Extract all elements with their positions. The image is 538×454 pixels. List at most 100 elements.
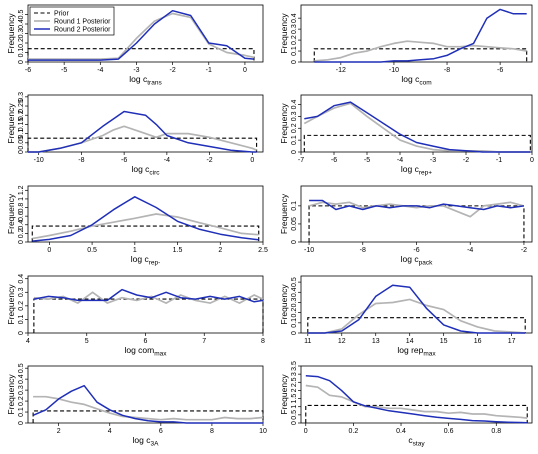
x-tick-label: -2: [169, 67, 175, 74]
y-tick-label: 1: [291, 405, 298, 409]
x-tick-label: 14: [406, 338, 414, 345]
x-tick-label: 0: [243, 67, 247, 74]
panel-10: 0 0.2 0.4 0.6 0.800.511.522.533.5Frequencycs…: [279, 361, 533, 448]
x-tick-label: 12: [338, 338, 346, 345]
y-tick-label: 0.4: [291, 287, 298, 297]
x-axis-label-main: log c: [401, 74, 420, 84]
prior-line: [32, 410, 264, 423]
y-tick-label: 0: [291, 150, 298, 154]
y-tick-label: 0.2: [18, 228, 25, 238]
x-tick-label: -6: [121, 157, 127, 164]
x-tick-label: 7: [202, 338, 206, 345]
x-tick-label: -4: [97, 67, 103, 74]
y-tick-label: 2.5: [291, 377, 298, 387]
y-tick-label: 0.3: [291, 297, 298, 307]
y-tick-label: 0: [18, 331, 25, 335]
x-tick-label: 6: [144, 338, 148, 345]
y-tick-label: 0.5: [291, 277, 298, 287]
x-tick-label: -2: [463, 157, 469, 164]
y-axis-label: Frequency: [279, 193, 289, 234]
x-axis-label-main: log c: [131, 254, 150, 264]
x-tick-label: 11: [304, 338, 311, 345]
x-tick-label: 0.8: [491, 428, 501, 435]
round2-posterior-line: [304, 101, 531, 153]
x-tick-label: 2: [57, 428, 61, 435]
y-tick-label: 0.2: [291, 123, 298, 133]
y-tick-label: 0.1: [18, 48, 25, 58]
y-tick-label: 0.3: [18, 92, 25, 102]
x-axis-label-subscript: com: [419, 80, 431, 87]
plot-frame: [300, 185, 533, 243]
x-tick-label: -4: [397, 157, 403, 164]
x-tick-label: 4: [26, 338, 30, 345]
prior-line: [27, 48, 255, 62]
x-tick-label: 4: [108, 428, 112, 435]
prior-line: [313, 48, 528, 62]
y-axis-label: Frequency: [6, 193, 16, 234]
y-tick-label: 0.2: [18, 38, 25, 48]
round2-posterior-line: [309, 199, 524, 211]
legend-label-prior: Prior: [54, 11, 69, 18]
x-axis-label-subscript: trans: [147, 80, 162, 87]
y-axis-label: Frequency: [279, 284, 289, 325]
y-tick-label: 0.4: [291, 100, 298, 110]
y-tick-label: 1.5: [291, 394, 298, 404]
x-tick-label: 16: [474, 338, 482, 345]
x-tick-label: -8: [360, 247, 366, 254]
y-tick-label: 0.1: [18, 129, 25, 139]
y-axis-label: Frequency: [6, 103, 16, 144]
y-tick-label: 0.25: [18, 99, 25, 113]
x-tick-label: 1.5: [173, 247, 183, 254]
x-tick-label: 2: [218, 247, 222, 254]
y-tick-label: 1.2: [18, 185, 25, 195]
x-tick-label: 0.4: [396, 428, 406, 435]
prior-line: [27, 137, 258, 152]
x-tick-label: -3: [133, 67, 139, 74]
y-tick-label: 0.2: [18, 301, 25, 311]
y-tick-label: 0.2: [291, 35, 298, 45]
y-axis-label: Frequency: [279, 103, 289, 144]
x-tick-label: -5: [61, 67, 67, 74]
x-axis-label: log repmax: [397, 345, 436, 358]
x-axis-label-main: log c: [133, 435, 152, 445]
y-axis-label: Frequency: [6, 13, 16, 54]
x-tick-label: 0: [304, 428, 308, 435]
y-tick-label: 0.3: [18, 29, 25, 39]
y-axis-label: Frequency: [279, 374, 289, 415]
prior-line: [303, 134, 531, 152]
x-tick-label: 0: [250, 157, 254, 164]
x-axis-label: log crep+: [401, 164, 432, 177]
x-axis-label-main: log c: [401, 254, 420, 264]
round1-posterior-line: [308, 201, 525, 218]
x-tick-label: 8: [210, 428, 214, 435]
x-tick-label: -2: [206, 157, 212, 164]
y-tick-label: 0.2: [18, 396, 25, 406]
plot-frame: [300, 4, 533, 63]
y-tick-label: 0.4: [18, 274, 25, 284]
plot-frame: [300, 275, 533, 334]
y-tick-label: 0.1: [18, 407, 25, 417]
y-tick-label: 0.5: [18, 10, 25, 20]
round1-posterior-line: [303, 102, 531, 153]
x-axis-label-subscript: max: [154, 351, 167, 358]
round2-posterior-line: [32, 196, 259, 242]
y-tick-label: 2: [291, 388, 298, 392]
x-axis-label: log commax: [124, 345, 167, 358]
x-axis-label: log ctrans: [129, 74, 162, 87]
prior-line: [33, 298, 264, 333]
y-tick-label: 0.4: [18, 220, 25, 230]
y-tick-label: 0.4: [291, 13, 298, 23]
y-tick-label: 0: [291, 60, 298, 64]
round2-posterior-line: [314, 8, 527, 63]
y-tick-label: 0.3: [291, 24, 298, 34]
y-axis-label: Frequency: [6, 374, 16, 415]
y-tick-label: 0.4: [18, 374, 25, 384]
legend-label-round1: Round 1 Posterior: [54, 19, 111, 26]
